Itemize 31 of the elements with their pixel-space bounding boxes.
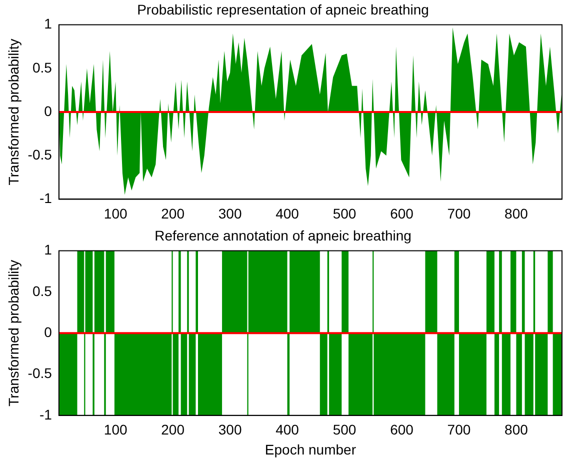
x-tick-label: 500	[332, 205, 356, 222]
y-tick-label: -1	[39, 406, 52, 422]
x-tick-label: 600	[390, 205, 414, 222]
x-tick-label: 800	[504, 205, 528, 222]
y-tick-label: 0	[44, 324, 52, 340]
chart-title: Probabilistic representation of apneic breathing	[137, 1, 429, 18]
y-tick-label: 1	[44, 242, 52, 258]
y-axis-title: Transformed probability	[5, 260, 22, 406]
y-tick-label: -0.5	[28, 146, 52, 162]
x-tick-label: 600	[390, 422, 414, 438]
y-tick-label: -1	[39, 190, 52, 206]
x-axis-title: Epoch number	[264, 441, 356, 458]
y-axis-title: Transformed probability	[5, 38, 22, 186]
x-tick-label: 100	[104, 422, 128, 438]
x-tick-label: 500	[332, 422, 356, 438]
x-tick-label: 400	[276, 422, 300, 438]
x-tick-label: 300	[218, 422, 242, 438]
y-tick-label: 0.5	[32, 59, 52, 76]
x-tick-label: 800	[504, 422, 528, 438]
y-tick-label: 0	[44, 102, 52, 119]
chart-title: Reference annotation of apneic breathing	[154, 227, 412, 244]
y-tick-label: 0.5	[32, 282, 52, 299]
y-tick-label: -0.5	[28, 365, 52, 382]
x-tick-label: 700	[447, 422, 471, 438]
x-tick-label: 100	[104, 205, 128, 222]
x-tick-label: 700	[447, 205, 471, 222]
x-tick-label: 200	[161, 422, 185, 438]
x-tick-label: 200	[161, 205, 185, 222]
x-tick-label: 300	[218, 205, 242, 222]
x-tick-label: 400	[276, 205, 300, 222]
y-tick-label: 1	[44, 16, 52, 32]
